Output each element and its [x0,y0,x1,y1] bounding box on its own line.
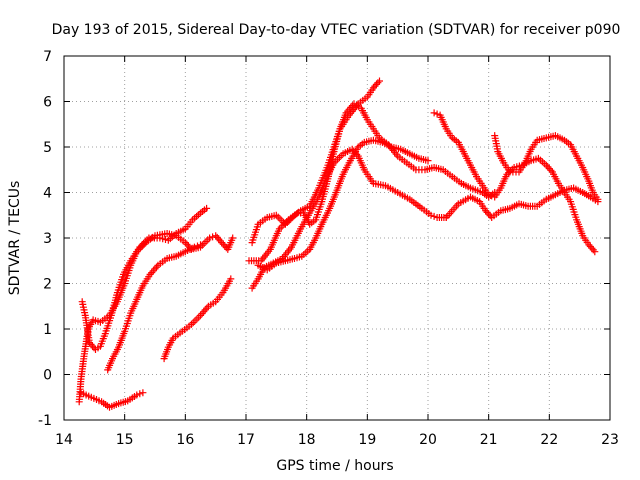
data-point [89,342,96,350]
x-tick-label: 20 [419,432,437,448]
data-point [136,390,144,398]
x-tick-label: 21 [480,432,498,448]
x-tick-label: 23 [601,432,619,448]
data-point [376,77,383,85]
data-point [483,208,491,216]
series-track-4 [104,241,204,374]
data-point [485,210,493,218]
data-point [183,240,191,248]
data-point [189,319,197,327]
data-point [276,215,284,223]
data-point [586,243,594,250]
series-track-8 [245,100,499,265]
y-tick-label: 5 [43,140,52,156]
data-point [181,239,189,247]
x-tick-label: 15 [116,432,134,448]
data-point [215,235,223,243]
data-point [87,340,95,348]
data-point [200,308,208,316]
data-point [372,80,380,88]
data-point [153,263,160,271]
data-point [433,110,441,118]
x-tick-label: 16 [176,432,194,448]
data-point [430,109,438,117]
data-point [591,248,599,256]
series-track-12 [491,132,602,203]
data-point [488,192,496,200]
data-point [427,211,435,219]
x-tick-labels: 14 15 16 17 18 19 20 21 22 23 [55,432,619,448]
data-point [206,234,214,242]
data-point [219,240,227,248]
series-track-3 [78,204,211,353]
x-tick-label: 17 [237,432,255,448]
data-point [374,79,382,87]
chart-title: Day 193 of 2015, Sidereal Day-to-day VTE… [52,22,621,38]
y-tick-label: 0 [43,368,52,384]
y-tick-labels: -1 0 1 2 3 4 5 6 7 [38,49,52,429]
data-point [139,389,147,397]
y-tick-label: 1 [43,322,52,338]
y-axis-label: SDTVAR / TECUs [7,181,23,296]
x-tick-label: 14 [55,432,73,448]
data-point [190,243,198,251]
y-tick-label: 7 [43,49,52,65]
data-point [213,233,221,241]
data-point [201,306,209,314]
y-tick-label: 3 [43,231,52,247]
x-axis-label: GPS time / hours [276,458,393,474]
data-point [482,207,490,215]
y-tick-label: 4 [43,186,52,202]
data-point [195,313,203,321]
data-markers [75,77,602,411]
data-point [424,157,432,165]
x-tick-label: 19 [358,432,376,448]
data-point [197,241,204,249]
data-point [203,304,211,312]
data-point [218,239,226,247]
axis-ticks [63,55,611,421]
data-point [221,242,229,250]
data-point [430,212,438,220]
series-track-9 [254,136,432,274]
data-point [542,161,550,169]
y-tick-label: -1 [38,413,52,429]
series-track-2 [75,230,237,406]
data-point [544,163,552,171]
data-point [371,82,379,90]
data-point [585,241,593,249]
y-tick-label: 2 [43,277,52,293]
y-tick-label: 6 [43,95,52,111]
x-tick-label: 18 [298,432,316,448]
data-point [545,165,553,173]
data-point [485,191,493,199]
data-point [194,242,201,250]
data-point [588,244,596,252]
data-point [229,234,237,242]
data-point [547,166,555,174]
series-track-10 [430,109,599,256]
series-track-1 [77,389,147,411]
data-point [227,275,235,283]
x-tick-label: 22 [540,432,558,448]
series-track-5 [160,275,235,363]
data-point [594,195,602,203]
series-track-11 [442,184,602,221]
data-point [203,204,211,212]
data-point [212,232,220,240]
data-point [184,242,192,250]
data-point [133,391,141,399]
